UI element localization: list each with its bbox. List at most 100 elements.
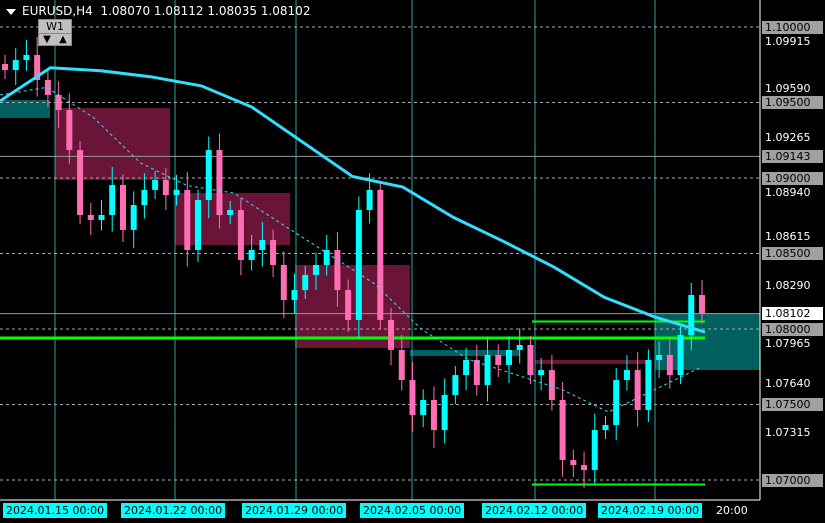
candle-body — [570, 460, 577, 466]
price-tick: 1.08940 — [765, 185, 811, 199]
price-tick: 1.07640 — [765, 376, 811, 390]
candle-body — [699, 295, 705, 314]
time-label: 20:00 — [716, 504, 748, 517]
candle-body — [473, 359, 480, 386]
current-price-label: 1.08102 — [762, 307, 823, 321]
candle-body — [452, 375, 459, 395]
candle-body — [55, 94, 62, 111]
candle-body — [173, 189, 180, 196]
level-price-label: 1.09143 — [762, 149, 823, 163]
candle-body — [23, 54, 30, 61]
candle-body — [441, 394, 448, 431]
low-price: 1.08035 — [207, 4, 257, 18]
level-price-label: 1.07000 — [762, 473, 823, 487]
level-price-label: 1.08000 — [762, 322, 823, 336]
time-label: 2024.02.19 00:00 — [598, 503, 703, 518]
candle-body — [645, 359, 652, 410]
slow-moving-average — [0, 66, 706, 334]
candle-body — [259, 240, 266, 251]
price-tick: 1.09590 — [765, 82, 811, 96]
close-price: 1.08102 — [260, 4, 311, 18]
price-tick: 1.08290 — [765, 278, 811, 292]
period-switch-button[interactable]: W1 ▼ ▲ — [38, 19, 72, 46]
candle-body — [355, 210, 362, 320]
candle-body — [216, 150, 223, 215]
dropdown-triangle-icon[interactable] — [6, 8, 16, 15]
zone-rectangle — [410, 350, 520, 356]
candle-body — [87, 214, 94, 220]
level-price-label: 1.09500 — [762, 96, 823, 110]
candle-body — [237, 210, 244, 260]
candle-body — [302, 274, 309, 291]
candle-body — [409, 380, 416, 416]
level-price-label: 1.09000 — [762, 171, 823, 185]
level-price-label: 1.07500 — [762, 398, 823, 411]
candle-body — [559, 399, 566, 461]
candle-body — [12, 60, 19, 71]
candle-body — [119, 184, 126, 230]
candle-body — [334, 250, 341, 291]
candle-body — [162, 179, 169, 196]
candle-body — [34, 54, 41, 81]
candle-body — [205, 150, 212, 201]
symbol: EURUSD,H4 — [22, 4, 93, 18]
time-label: 2024.01.22 00:00 — [121, 503, 226, 518]
level-price-label: 1.10000 — [762, 20, 823, 34]
candle-body — [312, 264, 319, 275]
candle-body — [581, 465, 588, 471]
time-label: 2024.01.15 00:00 — [3, 503, 108, 518]
candle-body — [388, 319, 395, 350]
candle-body — [430, 399, 437, 431]
candle-body — [280, 264, 287, 301]
candle-body — [184, 189, 191, 251]
price-tick: 1.09265 — [765, 131, 811, 145]
fast-moving-average — [0, 86, 703, 413]
chart-header: EURUSD,H4 1.08070 1.08112 1.08035 1.0810… — [6, 4, 310, 18]
candle-body — [548, 370, 555, 400]
period-down-icon[interactable]: ▼ — [43, 34, 51, 45]
candle-body — [602, 425, 609, 431]
zone-rectangle — [535, 360, 650, 364]
candle-body — [77, 150, 84, 215]
candle-body — [377, 189, 384, 320]
price-tick: 1.09915 — [765, 34, 811, 48]
candle-body — [141, 189, 148, 206]
price-tick: 1.07965 — [765, 336, 811, 350]
zone-rectangle — [0, 100, 50, 118]
candle-body — [227, 210, 234, 215]
candle-body — [516, 345, 523, 350]
candle-body — [109, 184, 116, 215]
price-tick: 1.07315 — [765, 425, 811, 439]
time-label: 2024.01.29 00:00 — [242, 503, 347, 518]
open-price: 1.08070 — [100, 4, 151, 18]
candle-body — [2, 63, 8, 71]
candle-body — [527, 345, 534, 376]
candle-body — [270, 240, 277, 265]
candle-body — [634, 370, 641, 410]
candle-body — [666, 354, 673, 376]
candle-body — [591, 430, 598, 471]
price-tick: 1.08615 — [765, 229, 811, 243]
period-label: W1 — [46, 20, 64, 33]
period-up-icon[interactable]: ▲ — [59, 34, 67, 45]
candle-body — [463, 359, 470, 376]
candle-body — [248, 250, 255, 260]
candle-body — [366, 189, 373, 211]
candle-body — [398, 349, 405, 381]
candle-body — [495, 354, 502, 365]
candle-body — [323, 250, 330, 265]
candle-body — [688, 295, 695, 336]
candle-body — [538, 370, 545, 376]
zone-rectangle — [175, 193, 290, 245]
candle-body — [291, 290, 298, 301]
candle-body — [44, 80, 51, 95]
candle-body — [195, 200, 202, 251]
candle-body — [66, 110, 73, 151]
candle-body — [130, 205, 137, 230]
candle-body — [152, 179, 159, 190]
candle-body — [677, 335, 684, 376]
candle-body — [505, 349, 512, 365]
candle-body — [345, 290, 352, 320]
time-label: 2024.02.12 00:00 — [482, 503, 587, 518]
